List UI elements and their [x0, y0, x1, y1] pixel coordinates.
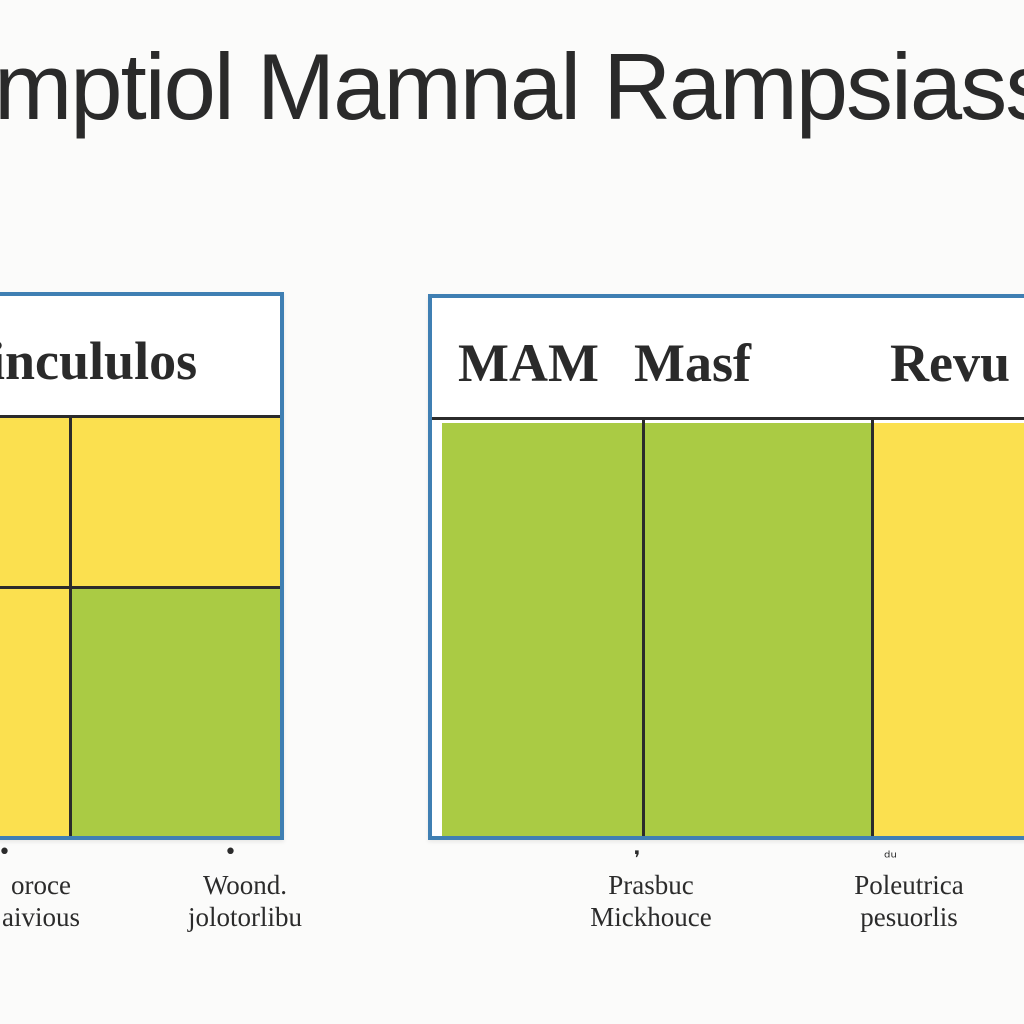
left-panel-title: incululos [0, 331, 198, 391]
caption-2-line-2: jolotorlibu [188, 901, 302, 932]
left-cell-top-left [0, 418, 69, 586]
right-column-3 [874, 423, 1024, 836]
right-panel: MAM Masf Revu [428, 294, 1024, 840]
right-panel-header: MAM Masf Revu [432, 298, 1024, 420]
right-divider-1 [642, 420, 645, 836]
right-column-2 [645, 423, 871, 836]
right-column-1 [442, 423, 642, 836]
right-header-col3: Revu [890, 333, 1010, 393]
caption-4-line-2: pesuorlis [860, 901, 958, 932]
caption-marker-3: ❜ [634, 846, 641, 870]
caption-3-line-2: Mickhouce [590, 901, 712, 932]
caption-marker-4: ᵈᵘ [884, 848, 897, 867]
caption-2: Woond. jolotorlibu [160, 870, 330, 934]
main-title: mptiol Mamnal Rampsiass [0, 34, 1024, 139]
left-horizontal-divider [0, 586, 280, 589]
left-panel-header: incululos [0, 296, 280, 418]
caption-3-line-1: Prasbuc [608, 870, 694, 900]
caption-4-line-1: Poleutrica [854, 870, 964, 900]
left-cell-bottom-right [72, 589, 280, 836]
caption-4: Poleutrica pesuorlis [824, 870, 994, 934]
caption-2-line-1: Woond. [202, 870, 288, 900]
right-header-col2: Masf [634, 333, 751, 393]
left-cell-bottom-left [0, 589, 69, 836]
caption-marker-2: • [224, 840, 237, 865]
caption-1-line-1: oroce [11, 870, 71, 900]
caption-3: Prasbuc Mickhouce [566, 870, 736, 934]
right-divider-2 [871, 420, 874, 836]
caption-marker-1: • [0, 842, 11, 864]
left-vertical-divider [69, 418, 72, 836]
caption-1-line-2: aivious [2, 901, 80, 932]
left-panel: incululos [0, 292, 284, 840]
caption-1: oroce aivious [0, 870, 96, 934]
right-header-col1: MAM [458, 333, 599, 393]
left-cell-top-right [72, 418, 280, 586]
